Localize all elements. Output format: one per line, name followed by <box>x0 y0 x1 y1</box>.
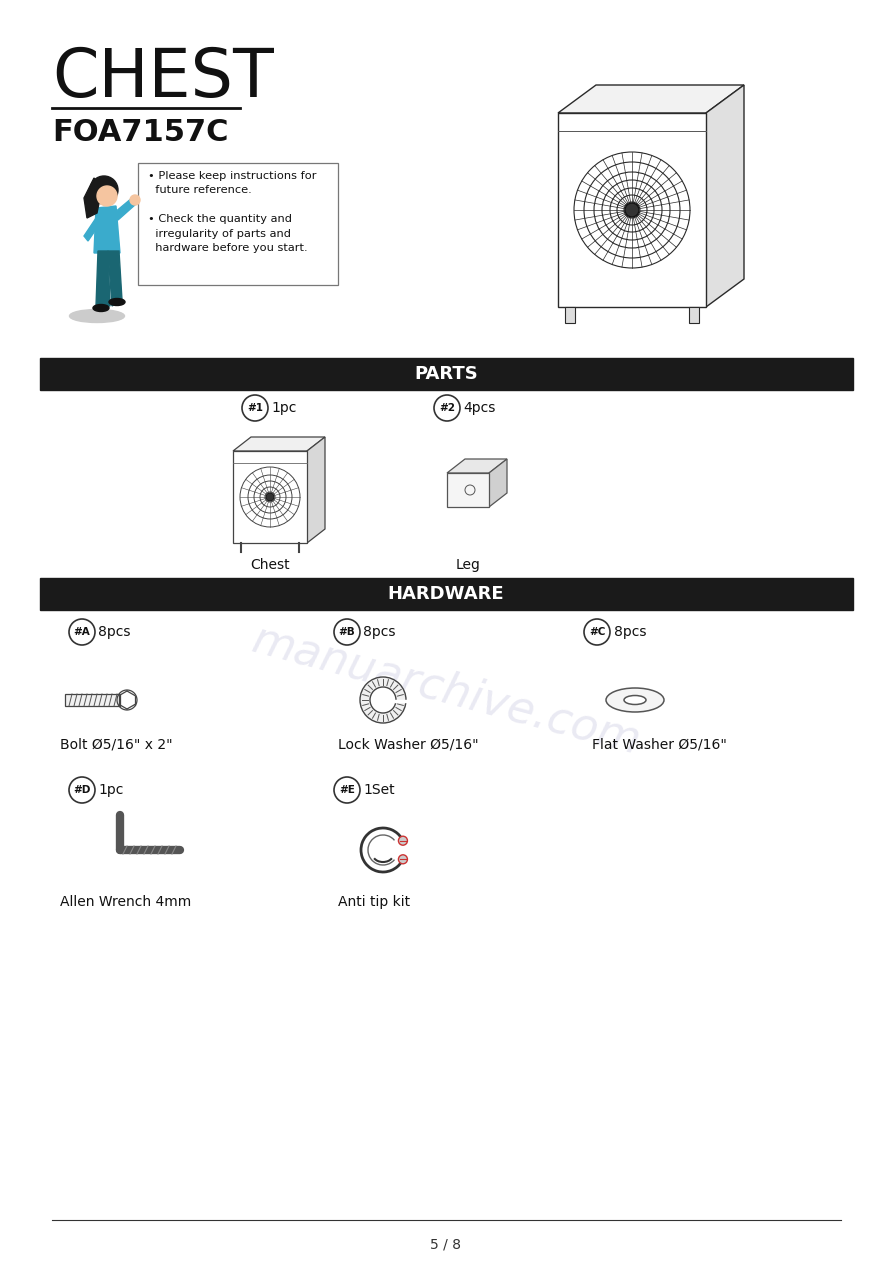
Circle shape <box>130 195 140 205</box>
Polygon shape <box>94 206 120 253</box>
Circle shape <box>370 687 396 714</box>
Ellipse shape <box>606 688 664 712</box>
Text: Bolt Ø5/16" x 2": Bolt Ø5/16" x 2" <box>60 738 172 751</box>
Ellipse shape <box>624 696 646 705</box>
Text: 5 / 8: 5 / 8 <box>430 1238 462 1252</box>
Polygon shape <box>84 178 102 218</box>
FancyBboxPatch shape <box>65 693 120 706</box>
Polygon shape <box>114 198 136 220</box>
Circle shape <box>625 203 639 217</box>
Polygon shape <box>96 251 110 306</box>
Bar <box>40 578 853 610</box>
Text: 8pcs: 8pcs <box>363 625 396 639</box>
Text: #1: #1 <box>247 403 263 413</box>
Text: #D: #D <box>73 786 91 794</box>
Text: • Please keep instructions for
  future reference.

• Check the quantity and
  i: • Please keep instructions for future re… <box>148 171 316 253</box>
Text: 1pc: 1pc <box>98 783 123 797</box>
Ellipse shape <box>70 309 124 322</box>
Ellipse shape <box>93 304 109 312</box>
Circle shape <box>398 836 407 845</box>
Polygon shape <box>233 451 307 543</box>
Text: #B: #B <box>338 626 355 637</box>
Text: FOA7157C: FOA7157C <box>52 117 229 147</box>
Text: 8pcs: 8pcs <box>98 625 130 639</box>
Text: HARDWARE: HARDWARE <box>388 585 505 602</box>
FancyBboxPatch shape <box>138 163 338 285</box>
Polygon shape <box>108 251 122 306</box>
Text: Leg: Leg <box>455 558 480 572</box>
Polygon shape <box>307 437 325 543</box>
Text: Lock Washer Ø5/16": Lock Washer Ø5/16" <box>338 738 479 751</box>
Polygon shape <box>84 218 99 241</box>
Text: manuarchive.com: manuarchive.com <box>246 618 645 763</box>
Polygon shape <box>489 458 507 506</box>
Polygon shape <box>233 437 325 451</box>
Text: 8pcs: 8pcs <box>614 625 647 639</box>
Bar <box>565 307 575 323</box>
Text: #E: #E <box>339 786 355 794</box>
Polygon shape <box>447 474 489 506</box>
Text: #C: #C <box>588 626 605 637</box>
Ellipse shape <box>109 298 125 306</box>
Polygon shape <box>447 458 507 474</box>
Bar <box>689 307 699 323</box>
Circle shape <box>97 186 117 206</box>
Polygon shape <box>558 85 744 112</box>
Text: Chest: Chest <box>250 558 290 572</box>
Polygon shape <box>558 112 706 307</box>
Text: Allen Wrench 4mm: Allen Wrench 4mm <box>60 895 191 909</box>
Text: Flat Washer Ø5/16": Flat Washer Ø5/16" <box>592 738 727 751</box>
Circle shape <box>360 677 406 722</box>
Text: PARTS: PARTS <box>414 365 478 383</box>
Text: CHEST: CHEST <box>52 45 274 111</box>
Circle shape <box>398 855 407 864</box>
Text: #2: #2 <box>439 403 455 413</box>
Text: #A: #A <box>73 626 90 637</box>
Text: 1Set: 1Set <box>363 783 395 797</box>
Circle shape <box>90 176 118 205</box>
Text: 4pcs: 4pcs <box>463 400 496 416</box>
Circle shape <box>266 493 274 501</box>
Text: Anti tip kit: Anti tip kit <box>338 895 410 909</box>
Bar <box>40 357 853 390</box>
Text: 1pc: 1pc <box>271 400 296 416</box>
Polygon shape <box>706 85 744 307</box>
